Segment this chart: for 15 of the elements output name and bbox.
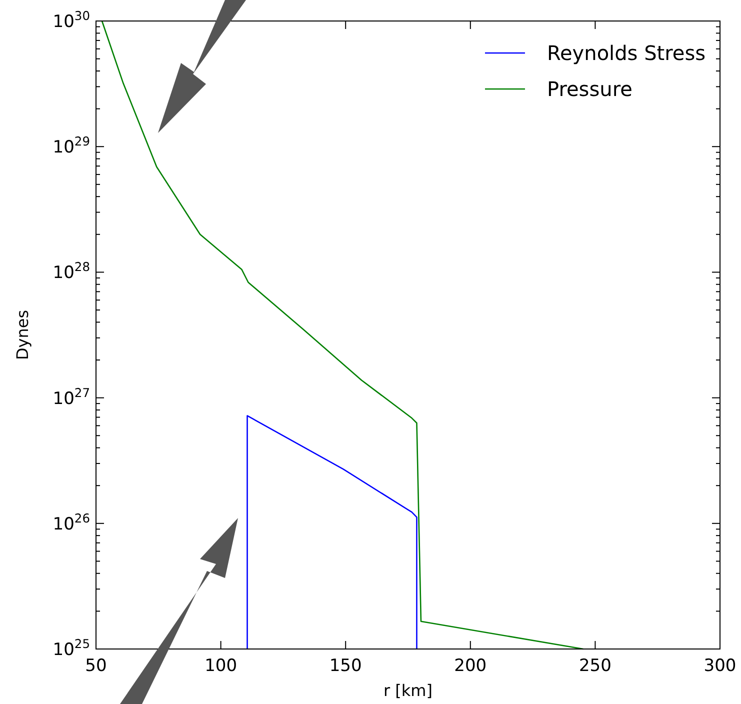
x-tick-label: 300 <box>704 656 736 676</box>
y-tick-label: 10$^{29}$ <box>52 134 90 158</box>
x-tick-label: 200 <box>454 656 487 676</box>
x-tick-label: 150 <box>329 656 362 676</box>
x-tick-label: 250 <box>578 656 612 676</box>
legend-label: Pressure <box>547 77 632 101</box>
y-tick-label: 10$^{26}$ <box>52 511 90 534</box>
y-axis-title: Dynes <box>13 310 32 360</box>
x-axis-title: r [km] <box>384 681 432 700</box>
line-series <box>246 415 418 650</box>
legend-label: Reynolds Stress <box>547 41 706 65</box>
y-tick-label: 10$^{30}$ <box>52 9 90 32</box>
y-tick-label: 10$^{27}$ <box>52 386 90 409</box>
y-tick-label: 10$^{28}$ <box>52 260 90 284</box>
x-tick-label: 100 <box>204 656 238 676</box>
